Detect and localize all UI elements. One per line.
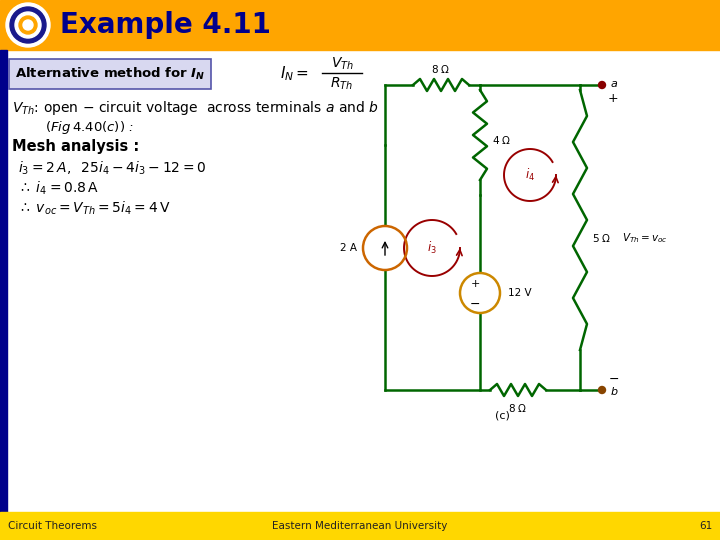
Text: $a$: $a$ [610,79,618,89]
Text: +: + [470,279,480,289]
Text: 2 A: 2 A [340,243,357,253]
Bar [0,0,720,50]
Text: Eastern Mediterranean University: Eastern Mediterranean University [272,521,448,531]
Text: $-$: $-$ [469,296,480,309]
Text: (c): (c) [495,410,510,420]
Text: Mesh analysis :: Mesh analysis : [12,139,139,154]
Circle shape [598,387,606,394]
Text: +: + [608,91,618,105]
Text: $-$: $-$ [608,372,619,384]
Text: Alternative method for $\bfit{I}_{\bfit{N}}$: Alternative method for $\bfit{I}_{\bfit{… [15,66,205,82]
Text: 5 $\Omega$: 5 $\Omega$ [592,232,611,244]
Text: $R_{Th}$: $R_{Th}$ [330,76,354,92]
Text: $\therefore \; v_{oc} = V_{Th} = 5i_4 = 4\,\mathrm{V}$: $\therefore \; v_{oc} = V_{Th} = 5i_4 = … [18,199,171,217]
Text: $V_{Th}$: open $-$ circuit voltage  across terminals $a$ and $b$: $V_{Th}$: open $-$ circuit voltage acros… [12,99,379,117]
Circle shape [19,16,37,34]
Text: 12 V: 12 V [508,288,531,298]
Text: $I_N = $: $I_N = $ [280,65,309,83]
Text: $V_{Th}$: $V_{Th}$ [330,56,354,72]
Text: $\therefore \; i_4 = 0.8\,\mathrm{A}$: $\therefore \; i_4 = 0.8\,\mathrm{A}$ [18,179,99,197]
Circle shape [10,7,46,43]
Circle shape [23,20,33,30]
Text: 61: 61 [698,521,712,531]
Text: $(Fig\,4.40(c))$ :: $(Fig\,4.40(c))$ : [45,118,134,136]
Circle shape [598,82,606,89]
Circle shape [15,12,41,38]
Text: $i_4$: $i_4$ [525,167,535,183]
Text: $i_3$: $i_3$ [427,240,437,256]
Text: 4 $\Omega$: 4 $\Omega$ [492,134,511,146]
Text: Circuit Theorems: Circuit Theorems [8,521,97,531]
Text: Example 4.11: Example 4.11 [60,11,271,39]
Text: $b$: $b$ [610,385,618,397]
Text: 8 $\Omega$: 8 $\Omega$ [431,63,451,75]
Text: 8 $\Omega$: 8 $\Omega$ [508,402,528,414]
Text: $i_3 = 2\,A, \;\; 25i_4 - 4i_3 - 12 = 0$: $i_3 = 2\,A, \;\; 25i_4 - 4i_3 - 12 = 0$ [18,159,207,177]
Text: $V_{Th} = v_{oc}$: $V_{Th} = v_{oc}$ [622,231,667,245]
Bar [0,512,720,540]
Bar [0,50,7,512]
FancyBboxPatch shape [9,59,211,89]
Circle shape [6,3,50,47]
